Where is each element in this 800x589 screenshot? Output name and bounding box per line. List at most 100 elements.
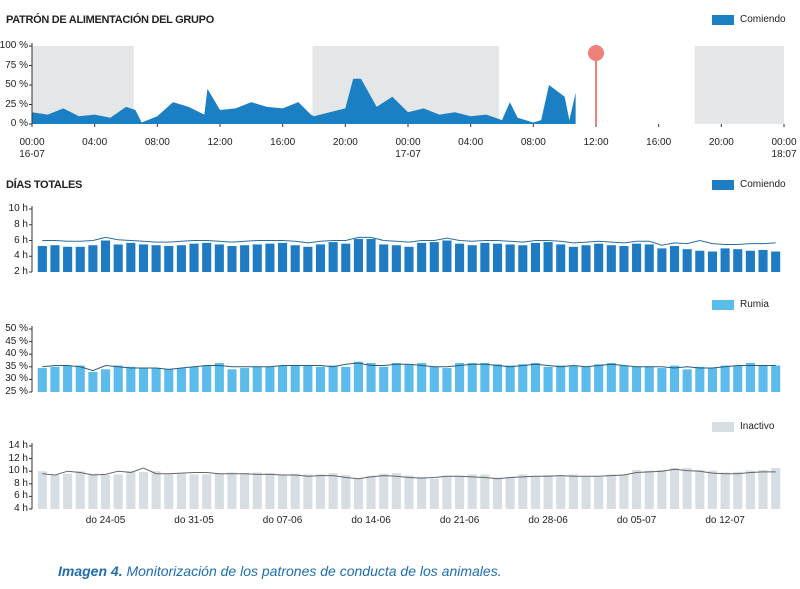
bar	[214, 363, 224, 392]
y-tick-label: 45 %	[5, 335, 28, 347]
x-tick-label: 08:00	[520, 137, 546, 148]
bar	[341, 366, 351, 392]
bar	[189, 366, 199, 392]
bar	[771, 251, 781, 272]
bar	[606, 245, 616, 272]
bar	[126, 242, 136, 272]
bar	[50, 245, 60, 272]
bar	[164, 369, 174, 392]
bar	[265, 243, 275, 272]
bar	[176, 245, 186, 272]
bar	[530, 363, 540, 392]
bar	[758, 365, 768, 392]
bar	[227, 246, 237, 272]
x-tick-label: do 31-05	[174, 515, 214, 526]
bar	[75, 365, 85, 392]
y-tick-label: 0 %	[10, 118, 28, 129]
bar	[467, 363, 477, 392]
x-tick-label: 04:00	[82, 137, 108, 148]
bar	[568, 246, 578, 272]
legend-swatch	[712, 180, 734, 190]
bar	[113, 244, 123, 272]
bar	[455, 363, 465, 392]
bar	[151, 368, 161, 392]
bar	[341, 474, 351, 509]
chart-title: PATRÓN DE ALIMENTACIÓN DEL GRUPO	[6, 14, 214, 26]
bar	[518, 364, 528, 392]
bar	[240, 245, 250, 272]
bar	[543, 242, 553, 272]
bar	[707, 470, 718, 509]
bar	[227, 369, 237, 392]
bar	[240, 473, 250, 509]
bar	[581, 366, 591, 392]
x-tick-label: 04:00	[458, 137, 484, 148]
bar	[88, 473, 98, 509]
bar	[240, 368, 250, 392]
bar	[88, 245, 98, 272]
bar	[733, 471, 743, 509]
x-tick-label: 00:00 18:07	[771, 137, 797, 160]
y-tick-label: 12 h	[8, 452, 28, 464]
bar	[455, 243, 465, 272]
bar	[492, 364, 503, 392]
bar	[669, 246, 680, 272]
bar	[543, 474, 553, 509]
caption-label: Imagen 4.	[58, 563, 123, 579]
bar	[50, 366, 60, 392]
bar	[353, 361, 363, 392]
bar	[252, 366, 262, 392]
y-tick-label: 10 h	[8, 203, 28, 214]
bar	[644, 470, 654, 509]
bar	[265, 366, 275, 392]
bar	[227, 472, 237, 509]
bar	[720, 248, 730, 272]
average-line	[42, 362, 776, 372]
bar	[391, 363, 401, 392]
x-tick-label: do 12-07	[705, 515, 745, 526]
bar	[669, 365, 680, 392]
bar	[657, 469, 667, 509]
x-tick-label: 20:00	[332, 137, 358, 148]
bar	[707, 251, 718, 272]
bar	[505, 365, 515, 392]
bar	[315, 244, 326, 272]
bar	[480, 474, 490, 509]
bar	[303, 246, 313, 272]
bar	[290, 245, 300, 272]
bar	[214, 244, 224, 272]
x-tick-label: do 14-06	[351, 515, 391, 526]
bar	[100, 240, 111, 272]
bar	[745, 363, 755, 392]
bar	[594, 476, 604, 509]
bar	[619, 246, 629, 272]
bar	[682, 249, 692, 272]
bar	[505, 244, 515, 272]
bar	[37, 368, 47, 392]
bar	[745, 250, 755, 272]
bar	[695, 469, 705, 509]
x-tick-label: do 21-06	[439, 515, 480, 526]
x-tick-label: do 05-07	[616, 515, 657, 526]
bar	[353, 238, 363, 272]
bar	[556, 475, 566, 509]
bar	[467, 245, 477, 272]
average-line	[42, 467, 776, 480]
bar	[164, 246, 174, 272]
y-tick-label: 50 %	[5, 79, 28, 90]
bar	[442, 368, 452, 392]
y-tick-label: 4 h	[14, 503, 28, 514]
bar	[581, 476, 591, 509]
bar	[151, 471, 161, 509]
average-line	[42, 236, 776, 246]
bar	[290, 473, 300, 509]
bar	[366, 363, 376, 392]
bar	[341, 243, 351, 272]
bar	[669, 468, 680, 509]
bar	[568, 365, 578, 392]
bar	[88, 371, 98, 392]
bar	[720, 365, 730, 392]
bar	[492, 477, 503, 509]
